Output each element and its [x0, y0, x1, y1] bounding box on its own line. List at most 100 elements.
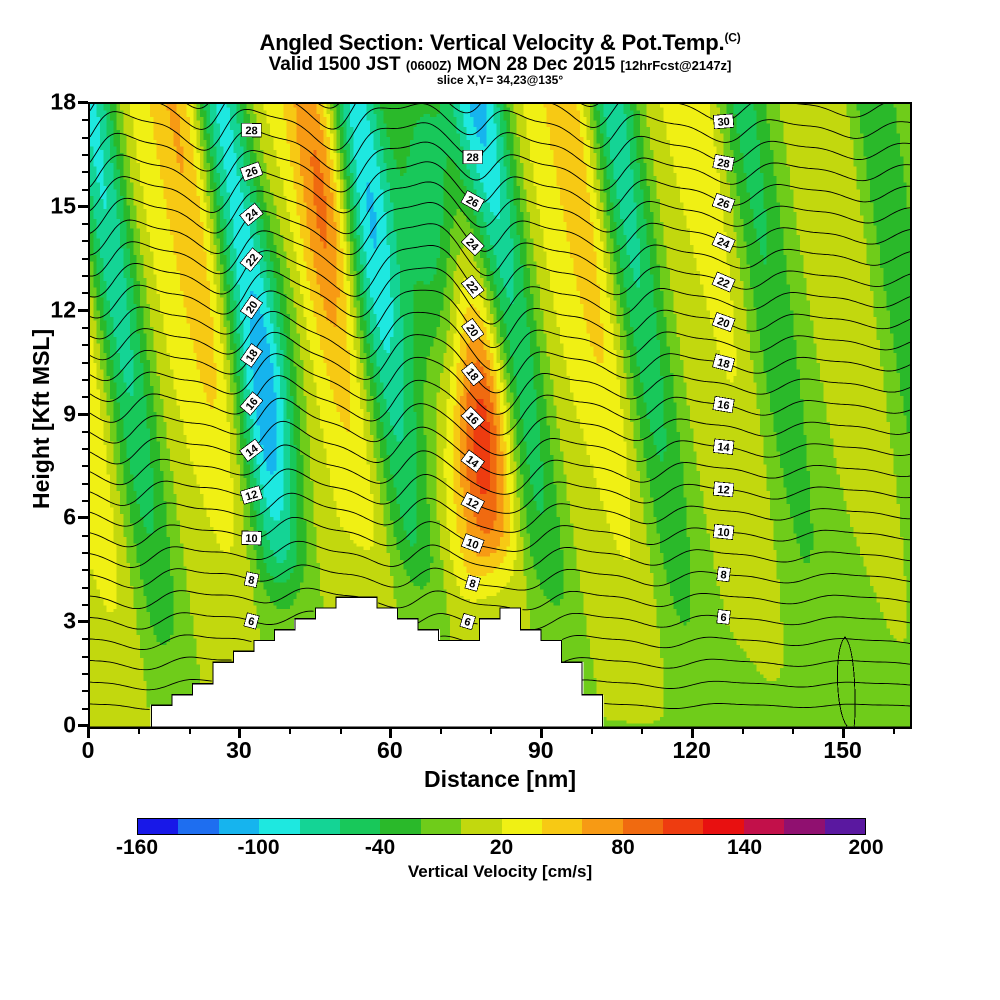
theta-contour-line — [90, 310, 910, 372]
y-tick-major — [78, 204, 88, 208]
title-superscript: (C) — [724, 30, 741, 45]
svg-text:10: 10 — [465, 537, 481, 553]
x-tick-major — [690, 727, 694, 738]
theta-contour-line — [318, 104, 340, 109]
x-tick-label-30: 30 — [226, 737, 252, 763]
theta-contour-label: 16 — [712, 395, 735, 414]
y-tick-label-9: 9 — [63, 400, 76, 426]
x-tick-minor — [440, 727, 443, 734]
theta-contour-line — [90, 331, 910, 394]
theta-contour-label: 10 — [460, 533, 485, 554]
subtitle-date: MON 28 Dec 2015 — [451, 54, 621, 75]
theta-contour-line — [449, 104, 884, 128]
colorbar-segment-13 — [663, 819, 704, 834]
svg-text:10: 10 — [717, 526, 730, 539]
svg-text:28: 28 — [716, 157, 730, 171]
theta-contour-line — [581, 679, 910, 689]
theta-contour-label: 6 — [243, 612, 260, 630]
theta-contour-label: 6 — [716, 609, 731, 625]
colorbar-tick-80: 80 — [611, 836, 635, 859]
colorbar-tick--100: -100 — [237, 836, 280, 859]
colorbar-segment-0 — [138, 819, 179, 834]
theta-contour-label: 8 — [243, 571, 260, 588]
y-tick-minor — [82, 326, 88, 329]
colorbar-tick--40: -40 — [364, 836, 396, 859]
theta-contour-label: 8 — [716, 566, 731, 583]
y-tick-minor — [82, 534, 88, 537]
x-tick-major — [237, 727, 241, 738]
x-tick-label-90: 90 — [527, 737, 554, 763]
y-tick-minor — [82, 707, 88, 710]
y-tick-minor — [82, 586, 88, 589]
theta-contour-label: 16 — [239, 391, 264, 416]
svg-text:10: 10 — [245, 533, 258, 545]
colorbar-segment-6 — [380, 819, 421, 834]
svg-text:26: 26 — [244, 165, 260, 180]
theta-contour-line — [90, 703, 150, 710]
y-tick-minor — [82, 638, 88, 641]
svg-text:22: 22 — [715, 275, 731, 291]
y-axis-title: Height [Kft MSL] — [28, 328, 54, 509]
colorbar-segment-2 — [218, 819, 260, 834]
svg-text:24: 24 — [715, 235, 732, 251]
theta-contour-line — [440, 635, 463, 641]
theta-contour-label: 22 — [460, 274, 485, 300]
colorbar-tick-20: 20 — [489, 836, 514, 859]
theta-contour-line — [90, 564, 910, 591]
x-tick-major — [388, 727, 392, 738]
theta-contour-line — [90, 122, 910, 172]
colorbar-segment-10 — [541, 819, 583, 834]
svg-text:20: 20 — [715, 315, 731, 330]
colorbar-segment-16 — [784, 819, 825, 834]
colorbar-segment-14 — [703, 819, 744, 834]
colorbar-segment-12 — [622, 819, 664, 834]
colorbar-title: Vertical Velocity [cm/s] — [407, 862, 593, 881]
x-tick-label-0: 0 — [81, 737, 95, 763]
theta-contour-line — [186, 104, 209, 109]
x-tick-label-150: 150 — [823, 737, 862, 763]
y-tick-minor — [82, 361, 88, 364]
svg-text:6: 6 — [720, 612, 727, 625]
theta-contour-label: 22 — [239, 247, 264, 272]
theta-contour-line — [90, 375, 910, 436]
y-tick-minor — [82, 275, 88, 278]
x-tick-minor — [591, 727, 594, 734]
y-tick-label-18: 18 — [50, 88, 76, 115]
colorbar-tick-200: 200 — [848, 836, 884, 859]
svg-text:26: 26 — [715, 196, 731, 211]
theta-contour-line — [90, 610, 314, 630]
terrain-profile — [90, 596, 910, 727]
theta-contour-line — [90, 289, 910, 349]
theta-contour-line — [522, 590, 910, 611]
theta-contour-label: 26 — [711, 192, 736, 213]
x-axis-title: Distance [nm] — [423, 766, 577, 792]
svg-text:30: 30 — [717, 116, 730, 129]
theta-contour-line — [90, 353, 910, 415]
svg-text:14: 14 — [717, 441, 731, 454]
y-tick-major — [78, 412, 88, 416]
colorbar — [137, 818, 866, 835]
theta-contour-line — [378, 590, 510, 609]
theta-contour-line — [90, 420, 910, 476]
page-title: Angled Section: Vertical Velocity & Pot.… — [0, 30, 1000, 56]
theta-contour-line — [90, 444, 910, 495]
theta-contour-label: 10 — [241, 530, 262, 546]
x-tick-minor — [892, 727, 895, 734]
colorbar-segment-3 — [259, 819, 300, 834]
theta-contour-label: 12 — [712, 481, 735, 498]
y-tick-minor — [82, 378, 88, 381]
colorbar-segment-9 — [501, 819, 542, 834]
subtitle-slice: slice X,Y= 34,23@135° — [436, 73, 564, 87]
x-tick-label-120: 120 — [672, 737, 711, 763]
theta-contour-line — [90, 223, 910, 277]
y-tick-minor — [82, 240, 88, 243]
y-tick-minor — [82, 500, 88, 503]
svg-text:28: 28 — [245, 125, 257, 137]
theta-contour-label: 26 — [239, 161, 264, 182]
colorbar-segment-7 — [420, 819, 462, 834]
y-tick-minor — [82, 188, 88, 191]
theta-contour-label: 26 — [460, 190, 485, 213]
y-tick-major — [78, 620, 88, 624]
x-tick-minor — [490, 727, 493, 734]
